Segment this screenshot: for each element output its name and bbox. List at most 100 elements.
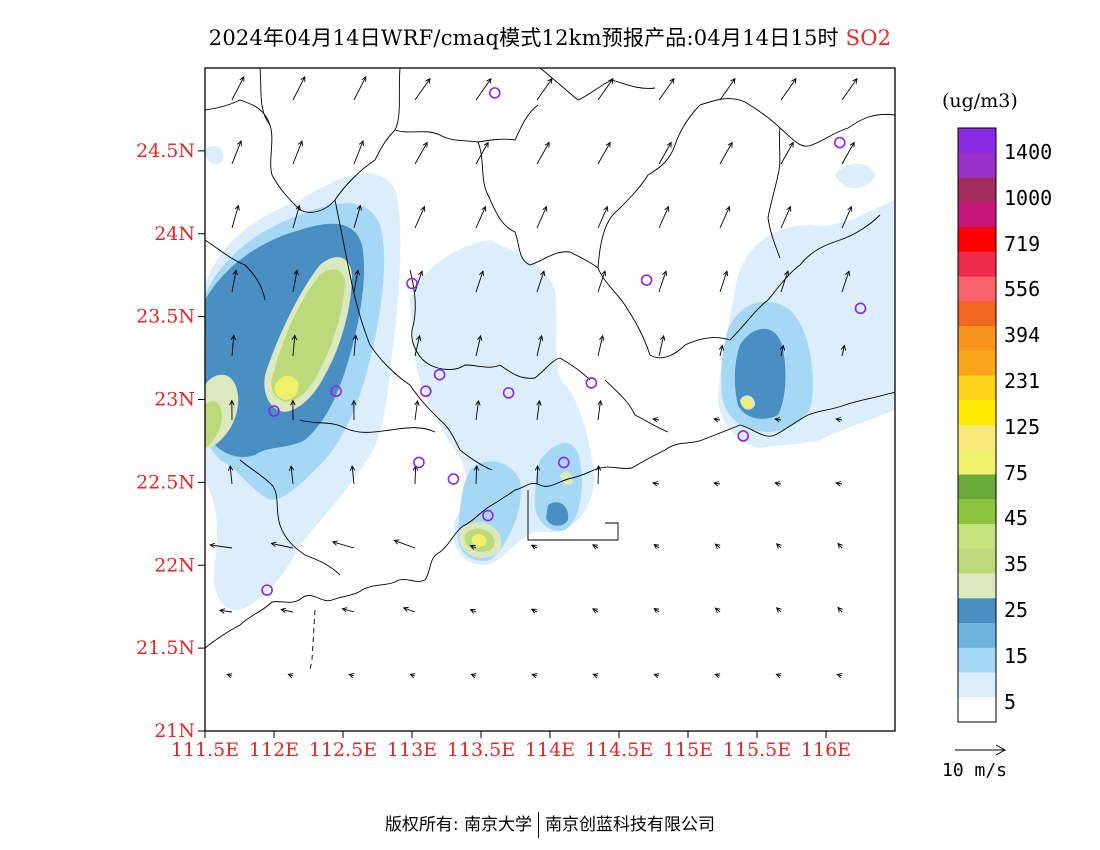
wind-arrow [475,141,489,165]
wind-arrow [775,607,782,613]
footer-left: 版权所有: 南京大学 [384,815,533,835]
lat-tick-label: 21N [154,720,195,742]
wind-arrow [835,481,843,487]
wind-arrow [653,543,660,550]
wind-arrow [331,540,355,549]
hainan-coast [309,609,316,671]
colorbar-label: 15 [1004,643,1029,668]
station-marker [585,377,598,389]
colorbar-swatch [958,425,996,451]
lon-tick-label: 114E [525,739,575,761]
wind-reference-arrow [955,744,1007,756]
wind-arrow [348,673,355,679]
station-marker [261,584,273,596]
wind-arrow [469,544,477,550]
wind-arrow [209,542,233,549]
lon-tick-label: 115.5E [723,739,791,761]
lat-tick-label: 23N [154,389,195,411]
so2-contour-75-pearl [471,534,487,547]
monitoring-stations [261,87,867,596]
wind-arrow [230,334,237,357]
so2-contour-75-east [741,398,751,409]
wind-arrow [719,205,731,229]
wind-arrow [353,75,367,101]
wind-arrow [841,77,858,101]
wind-arrow [714,607,721,613]
lon-tick-label: 113E [387,739,437,761]
wind-arrow [536,334,544,357]
colorbar-swatch [958,697,996,723]
colorbar-label: 1400 [1004,140,1053,164]
wind-arrow [652,481,660,487]
lat-tick-label: 22N [154,554,195,576]
lon-tick-label: 113.5E [447,739,515,761]
border-13 [499,357,591,381]
longitude-axis: 111.5E 112E 112.5E 113E 113.5E 114E 114.5E 115E… [171,731,851,761]
station-marker [413,456,425,469]
wind-arrow [719,270,729,293]
lat-tick-label: 24.5N [136,140,195,162]
copyright-footer: 版权所有: 南京大学 南京创蓝科技有限公司 [0,810,1100,838]
wind-arrow [597,141,611,165]
map-title: 2024年04月14日WRF/cmaq模式12km预报产品:04月14日15时 … [0,22,1100,52]
wind-arrow [779,344,786,357]
colorbar-label: 394 [1004,323,1041,348]
wind-arrow [288,465,295,485]
colorbar-label: 231 [1004,369,1041,393]
wind-arrow [291,334,298,357]
wind-vectors [209,75,858,679]
wind-arrow [270,541,294,549]
wind-arrow [658,270,668,293]
station-marker [268,405,280,417]
wind-arrow [231,269,238,293]
colorbar-label: 75 [1004,460,1029,485]
lat-tick-label: 22.5N [136,471,195,493]
wind-arrow [414,205,426,229]
colorbar-swatch [958,177,996,203]
wind-arrow [412,465,419,485]
wind-arrow [592,544,599,550]
station-marker [488,87,501,99]
wind-arrow [714,673,721,679]
border-9 [699,98,895,147]
wind-arrow [536,77,553,101]
border-3 [334,68,401,201]
wind-arrow [231,140,242,165]
border-5 [477,141,599,269]
wind-arrow [292,204,301,229]
concentration-field [205,145,895,611]
lat-tick-label: 21.5N [136,637,195,659]
wind-reference-label: 10 m/s [942,760,1008,781]
so2-contour-45-westedge [205,401,222,448]
so2-contour-45-west [271,269,345,402]
colorbar-swatch [958,227,996,253]
wind-arrow [226,673,233,679]
wind-arrow [597,205,609,229]
colorbar-swatch [958,598,996,624]
wind-arrow [658,141,672,165]
colorbar-label: 25 [1004,598,1029,622]
lon-tick-label: 111.5E [171,739,239,761]
latitude-axis: 24.5N 24N 23.5N 23N 22.5N 22N 21.5N 21N [136,140,205,742]
wind-arrow [409,673,416,679]
station-marker [640,274,653,286]
wind-arrow [231,204,240,229]
lat-tick-label: 24N [154,223,195,245]
footer-separator [538,812,540,838]
wind-arrow [341,607,355,613]
wind-arrow [473,465,480,485]
wind-arrow [227,465,234,485]
so2-contour-5-north-east [835,163,875,189]
wind-arrow [719,77,736,101]
colorbar-label: 719 [1004,231,1041,256]
wind-arrow [597,270,607,293]
colorbar-swatch [958,672,996,698]
colorbar-label: 556 [1004,277,1041,302]
colorbar-label: 35 [1004,552,1029,577]
colorbar-swatch [958,202,996,228]
wind-arrow [231,75,245,101]
wind-arrow [353,269,360,293]
colorbar-label: 125 [1004,414,1041,439]
wind-arrow [475,399,481,421]
so2-contour-25-sz [546,502,569,526]
